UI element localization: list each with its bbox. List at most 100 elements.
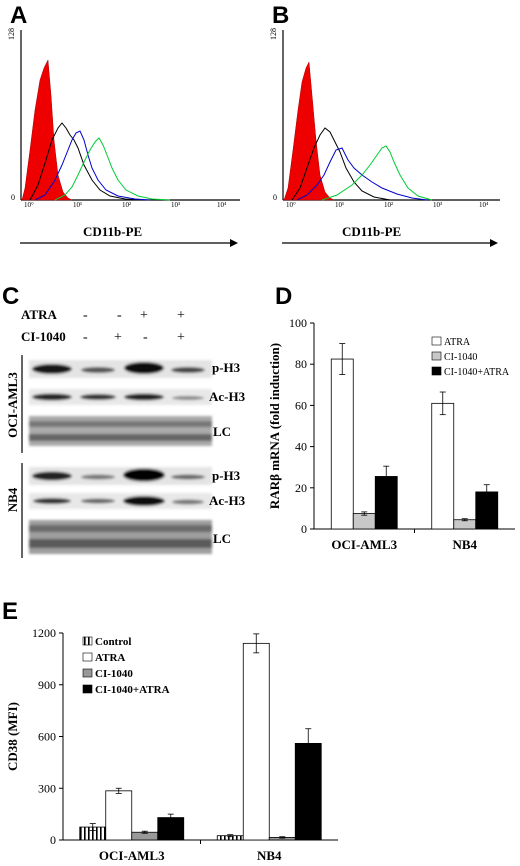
legend-label: Control	[95, 636, 131, 648]
band-background	[29, 416, 212, 446]
sign-ci1040-lane2: +	[114, 330, 122, 345]
panel-letter-a: A	[10, 2, 28, 29]
band	[124, 362, 164, 374]
x-tick-label: 10°	[286, 201, 296, 209]
sign-ci1040-lane4: +	[177, 330, 185, 345]
band-background	[29, 493, 212, 509]
sign-atra-lane4: +	[177, 308, 185, 323]
y-tick-label: 0	[50, 833, 56, 847]
band	[171, 367, 205, 373]
sign-ci1040-lane1: -	[83, 330, 88, 345]
treatment-signs: - - + + - + - +	[83, 308, 185, 345]
flow-histogram-a: 128 0 10° 10¹ 10² 10³ 10⁴ CD11b-PE	[7, 28, 240, 247]
bar	[431, 402, 455, 530]
sign-atra-lane1: -	[83, 308, 88, 323]
band-label-lc: LC	[213, 424, 231, 439]
y-axis-label: RARβ mRNA (fold induction)	[267, 343, 282, 509]
band-background	[29, 360, 212, 378]
x-axis-label: CD11b-PE	[342, 224, 401, 239]
band	[32, 393, 72, 401]
panel-letter-e: E	[2, 598, 19, 625]
legend-label: ATRA	[95, 652, 125, 664]
legend-swatch	[431, 336, 442, 346]
x-tick-labels: 10° 10¹ 10² 10³ 10⁴	[24, 201, 227, 209]
blot-nb4-achistone	[29, 493, 212, 509]
histogram-green	[321, 145, 433, 201]
cell-line-label-nb4: NB4	[5, 487, 20, 512]
cell-line-label-ociaml3: OCI-AML3	[5, 372, 20, 438]
y-tick-label: 80	[295, 357, 307, 371]
bar-chart-rarb: 0 20 40 60 80 100 RARβ mRNA (fold induction) OC…	[267, 316, 515, 552]
bar	[105, 790, 133, 841]
legend-label: CI-1040	[95, 668, 133, 680]
x-tick-label: 10¹	[73, 201, 82, 209]
sign-atra-lane3: +	[140, 308, 148, 323]
legend-swatch	[82, 636, 93, 646]
x-category-label: OCI-AML3	[99, 848, 165, 863]
band-label-ach3: Ac-H3	[209, 493, 246, 508]
y-tick-label: 0	[301, 522, 307, 536]
x-tick-label: 10²	[384, 201, 393, 209]
y-tick-label: 100	[289, 316, 307, 330]
legend-swatch	[431, 351, 442, 361]
blot-ociaml3-loading	[29, 416, 212, 446]
panel-letter-c: C	[2, 283, 20, 310]
legend-label: CI-1040+ATRA	[95, 684, 170, 696]
y-tick-label: 1200	[32, 626, 56, 640]
x-tick-label: 10¹	[335, 201, 344, 209]
y-tick-label: 20	[295, 481, 307, 495]
band	[81, 367, 115, 373]
y-tick-label: 300	[38, 781, 56, 795]
x-tick-label: 10⁴	[217, 201, 227, 209]
band	[123, 468, 165, 482]
bar	[294, 742, 322, 841]
x-tick-label: 10²	[122, 201, 131, 209]
band	[33, 498, 71, 504]
y-max-label: 128	[7, 28, 16, 40]
x-category-label: NB4	[257, 848, 282, 863]
band-label-ph3: p-H3	[212, 360, 241, 375]
bar	[330, 358, 354, 530]
x-axis-label: CD11b-PE	[83, 224, 142, 239]
band	[124, 393, 164, 401]
histogram-red-control	[283, 61, 335, 201]
histogram-red-control	[21, 59, 73, 201]
x-tick-label: 10⁴	[479, 201, 489, 209]
band-background	[29, 389, 212, 405]
legend-label: CI-1040	[444, 352, 477, 363]
western-blot: ATRA CI-1040 - - + + - + - + OCI-AML3 NB…	[5, 307, 246, 558]
legend-swatch	[82, 668, 93, 678]
histogram-black	[291, 127, 391, 201]
histogram-black	[29, 122, 141, 201]
legend-label: CI-1040+ATRA	[444, 367, 510, 378]
blot-ociaml3-phistone	[29, 360, 212, 378]
band	[32, 364, 72, 374]
x-axis-arrow	[20, 239, 238, 247]
y-tick-label: 900	[38, 678, 56, 692]
histogram-blue	[34, 130, 151, 201]
bar	[242, 642, 270, 841]
y-tick-label: 40	[295, 440, 307, 454]
panel-letter-b: B	[272, 2, 290, 29]
histogram-blue	[296, 147, 428, 201]
treatment-label-atra: ATRA	[21, 307, 57, 322]
band	[29, 539, 212, 548]
y-min-label: 0	[273, 193, 277, 202]
bar	[352, 513, 376, 530]
band-background	[29, 467, 212, 485]
band-label-lc: LC	[213, 531, 231, 546]
band	[29, 434, 212, 441]
sign-atra-lane2: -	[117, 308, 122, 323]
y-tick-label: 60	[295, 398, 307, 412]
band	[81, 498, 115, 504]
band-label-ph3: p-H3	[212, 468, 241, 483]
arrow-head	[230, 239, 238, 247]
x-tick-label: 10°	[24, 201, 34, 209]
histogram-green	[54, 137, 171, 201]
x-category-label: NB4	[452, 537, 477, 552]
x-tick-label: 10³	[171, 201, 180, 209]
legend-label: ATRA	[444, 337, 471, 348]
y-tick-label: 600	[38, 730, 56, 744]
x-tick-labels: 10° 10¹ 10² 10³ 10⁴	[286, 201, 489, 209]
blot-ociaml3-achistone	[29, 389, 212, 405]
